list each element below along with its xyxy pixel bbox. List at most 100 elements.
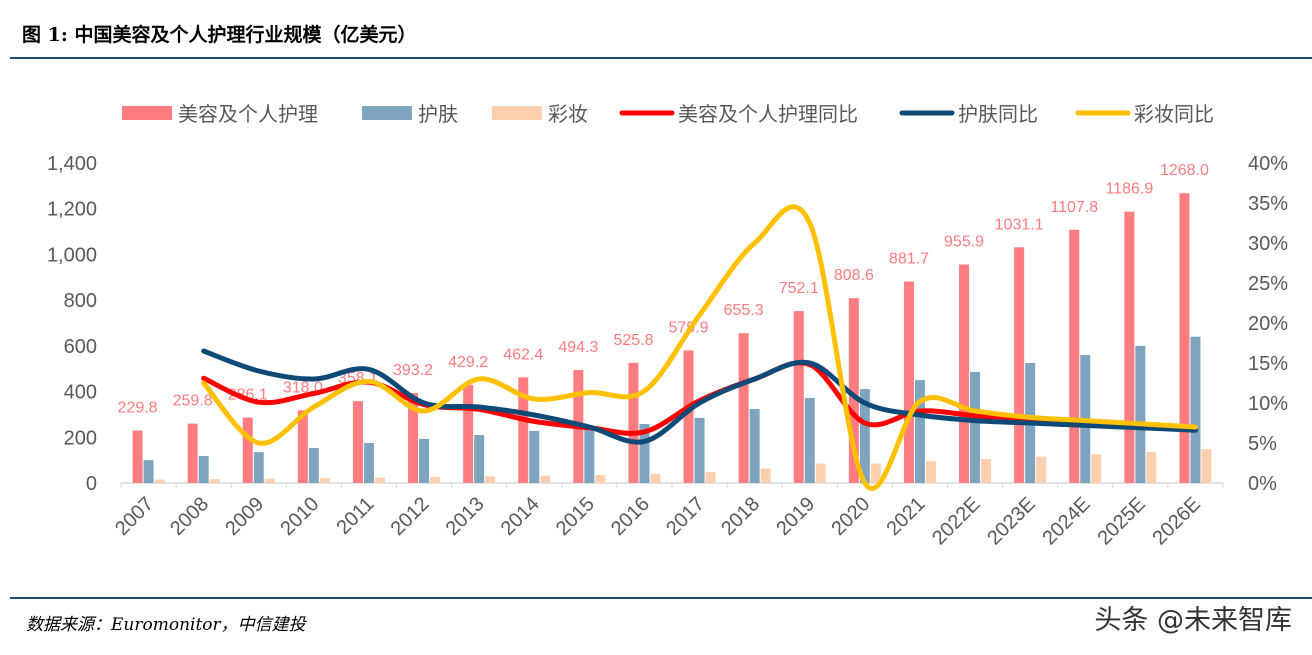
chart: 0 200 400 600 800 1,000 1,200 1,400 0% 5% 10% 15% 20… (47, 102, 1288, 549)
bar-美容及个人护理-2009 (242, 417, 253, 483)
line-护肤同比 (201, 348, 1198, 445)
data-label: 752.1 (779, 280, 819, 297)
y-right-tick-label: 0% (1248, 473, 1277, 495)
bar-彩妆-2025E (1146, 452, 1157, 483)
bar-彩妆-2010 (319, 478, 330, 483)
x-tick-label: 2010 (276, 493, 323, 540)
legend-swatch (362, 106, 412, 120)
line-彩妆同比 (201, 204, 1198, 491)
x-tick-label: 2022E (928, 493, 984, 549)
top-rule (10, 57, 1312, 59)
bar-彩妆-2015 (595, 475, 606, 483)
bar-护肤-2015 (584, 427, 595, 483)
bar-彩妆-2019 (815, 463, 826, 483)
data-label: 1107.8 (1050, 199, 1098, 216)
bar-护肤-2011 (363, 443, 374, 483)
data-label: 881.7 (889, 250, 929, 267)
data-label: 1268.0 (1160, 162, 1209, 179)
bar-彩妆-2009 (264, 478, 275, 483)
y-left-tick-label: 400 (64, 382, 97, 404)
x-tick-label: 2013 (442, 493, 489, 540)
bar-美容及个人护理-2021 (903, 281, 914, 483)
y-right-tick-label: 10% (1248, 393, 1288, 415)
legend-label: 美容及个人护理同比 (678, 102, 858, 126)
bar-彩妆-2024E (1091, 454, 1102, 483)
data-label: 1031.1 (995, 216, 1044, 233)
legend-label: 护肤 (418, 102, 458, 126)
bar-彩妆-2016 (650, 473, 661, 483)
y-right-tick-label: 25% (1248, 273, 1288, 295)
bar-彩妆-2012 (430, 477, 441, 483)
x-tick-label: 2020 (827, 493, 874, 540)
y-right-tick-label: 5% (1248, 433, 1277, 455)
legend-label: 护肤同比 (958, 102, 1038, 126)
legend-swatch (492, 106, 542, 120)
legend-label: 彩妆 (548, 102, 588, 126)
bar-护肤-2012 (419, 438, 430, 483)
bar-美容及个人护理-2019 (793, 311, 804, 483)
x-tick-label: 2015 (552, 493, 599, 540)
bottom-rule (10, 597, 1312, 599)
bar-护肤-2007 (143, 460, 154, 483)
x-tick-label: 2024E (1038, 493, 1094, 549)
x-tick-label: 2023E (983, 493, 1039, 549)
bar-护肤-2008 (198, 456, 209, 483)
y-right-tick-label: 35% (1248, 193, 1288, 215)
bar-护肤-2018 (749, 408, 760, 483)
y-left-tick-label: 800 (64, 290, 97, 312)
x-tick-label: 2017 (662, 493, 709, 540)
y-left-tick-label: 600 (64, 336, 97, 358)
data-label: 286.1 (228, 387, 268, 404)
x-tick-label: 2019 (772, 493, 819, 540)
y-left-tick-label: 1,200 (47, 199, 97, 221)
legend-label: 美容及个人护理 (178, 102, 318, 126)
data-label: 229.8 (118, 399, 158, 416)
data-label: 494.3 (558, 339, 598, 356)
y-left-tick-label: 1,400 (47, 153, 97, 175)
bar-彩妆-2026E (1201, 449, 1212, 483)
y-right-tick-label: 15% (1248, 353, 1288, 375)
bar-彩妆-2021 (925, 461, 936, 483)
bar-美容及个人护理-2022E (959, 264, 970, 483)
bar-美容及个人护理-2012 (408, 393, 419, 483)
bar-美容及个人护理-2008 (187, 423, 198, 483)
y-right-tick-label: 40% (1248, 153, 1288, 175)
bar-彩妆-2007 (154, 479, 165, 483)
bar-彩妆-2011 (374, 477, 385, 483)
data-label: 462.4 (503, 346, 543, 363)
data-label: 429.2 (448, 354, 488, 371)
x-tick-label: 2014 (497, 493, 544, 540)
bar-护肤-2025E (1135, 345, 1146, 483)
watermark: 头条 @未来智库 (1094, 605, 1292, 636)
bar-护肤-2009 (253, 452, 264, 483)
bar-美容及个人护理-2020 (848, 298, 859, 483)
bar-护肤-2022E (970, 371, 981, 483)
y-right-tick-label: 30% (1248, 233, 1288, 255)
y-left-tick-label: 200 (64, 427, 97, 449)
bar-护肤-2020 (859, 389, 870, 483)
y-left-tick-label: 0 (86, 473, 97, 495)
bar-彩妆-2013 (485, 476, 496, 483)
bar-护肤-2013 (474, 435, 485, 483)
bar-彩妆-2018 (760, 468, 771, 483)
y-right-tick-label: 20% (1248, 313, 1288, 335)
source-note: 数据来源：Euromonitor，中信建投 (26, 615, 306, 635)
y-left-tick-label: 1,000 (47, 244, 97, 266)
bar-美容及个人护理-2014 (518, 377, 529, 483)
x-tick-label: 2025E (1093, 493, 1149, 549)
bar-美容及个人护理-2026E (1179, 193, 1190, 483)
bar-彩妆-2020 (870, 463, 881, 483)
bar-美容及个人护理-2007 (132, 430, 143, 483)
data-label: 393.2 (393, 362, 433, 379)
bar-美容及个人护理-2016 (628, 362, 639, 483)
x-tick-label: 2026E (1149, 493, 1205, 549)
x-tick-label: 2011 (333, 493, 379, 539)
x-tick-label: 2018 (717, 493, 764, 540)
bar-美容及个人护理-2010 (297, 410, 308, 483)
bar-彩妆-2023E (1036, 456, 1047, 483)
bar-护肤-2026E (1190, 336, 1201, 483)
data-label: 525.8 (613, 332, 653, 349)
data-label: 1186.9 (1105, 181, 1153, 198)
bar-护肤-2010 (308, 448, 319, 483)
bar-彩妆-2022E (981, 459, 992, 483)
